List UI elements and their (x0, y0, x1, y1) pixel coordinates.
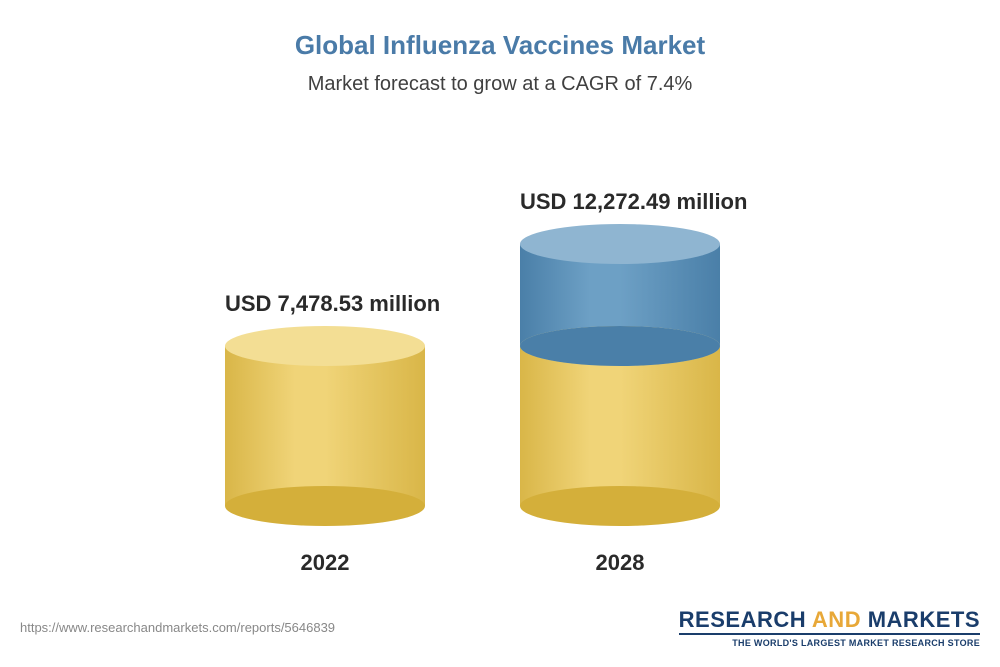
logo-word-research: RESEARCH (679, 607, 806, 632)
cylinder-2022: USD 7,478.53 million 2022 (225, 346, 425, 506)
chart-subtitle: Market forecast to grow at a CAGR of 7.4… (0, 73, 1000, 96)
cylinder-body-2028 (520, 244, 720, 506)
source-url: https://www.researchandmarkets.com/repor… (20, 620, 335, 635)
logo-word-and: AND (812, 607, 861, 632)
chart-area: USD 7,478.53 million 2022 USD 12,272.49 … (0, 126, 1000, 546)
logo-word-markets: MARKETS (868, 607, 980, 632)
logo-text: RESEARCH AND MARKETS (679, 607, 980, 633)
cylinder-2028: USD 12,272.49 million 2028 (520, 244, 720, 506)
logo-tagline: THE WORLD'S LARGEST MARKET RESEARCH STOR… (679, 633, 980, 648)
year-label-2022: 2022 (225, 550, 425, 576)
chart-title: Global Influenza Vaccines Market (0, 30, 1000, 61)
value-label-2028: USD 12,272.49 million (520, 189, 720, 215)
value-label-2022: USD 7,478.53 million (225, 291, 425, 317)
footer: https://www.researchandmarkets.com/repor… (0, 597, 1000, 667)
chart-container: Global Influenza Vaccines Market Market … (0, 0, 1000, 667)
brand-logo: RESEARCH AND MARKETS THE WORLD'S LARGEST… (679, 607, 980, 648)
cylinder-body-2022 (225, 346, 425, 506)
year-label-2028: 2028 (520, 550, 720, 576)
